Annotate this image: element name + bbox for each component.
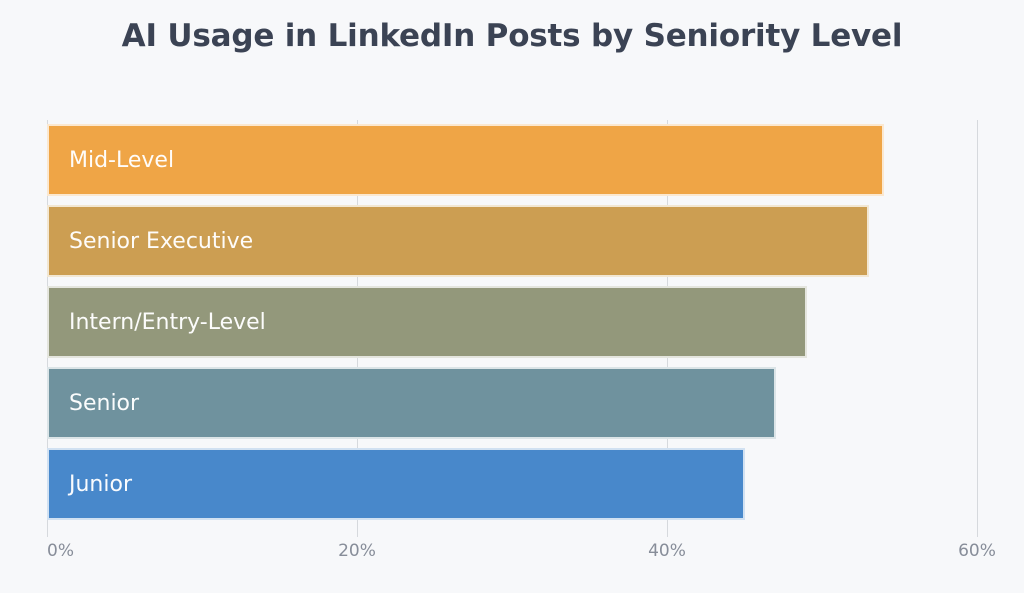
bar-label: Senior Executive <box>69 228 254 254</box>
bar-label: Senior <box>69 390 140 416</box>
bar-label: Junior <box>69 471 132 497</box>
bar-senior: Senior <box>47 367 776 439</box>
bar-intern-entry-level: Intern/Entry-Level <box>47 286 807 358</box>
gridline-60 <box>977 120 978 537</box>
chart-title: AI Usage in LinkedIn Posts by Seniority … <box>121 18 903 54</box>
x-tick-label-20: 20% <box>338 541 376 561</box>
bar-label: Intern/Entry-Level <box>69 309 266 335</box>
x-tick-label-40: 40% <box>648 541 686 561</box>
plot-area: Mid-Level Senior Executive Intern/Entry-Le… <box>47 120 1008 561</box>
x-tick-label-60: 60% <box>958 541 996 561</box>
bar-mid-level: Mid-Level <box>47 124 884 196</box>
bar-junior: Junior <box>47 448 745 520</box>
bar-label: Mid-Level <box>69 147 175 173</box>
x-tick-label-0: 0% <box>47 541 74 561</box>
bar-senior-executive: Senior Executive <box>47 205 869 277</box>
